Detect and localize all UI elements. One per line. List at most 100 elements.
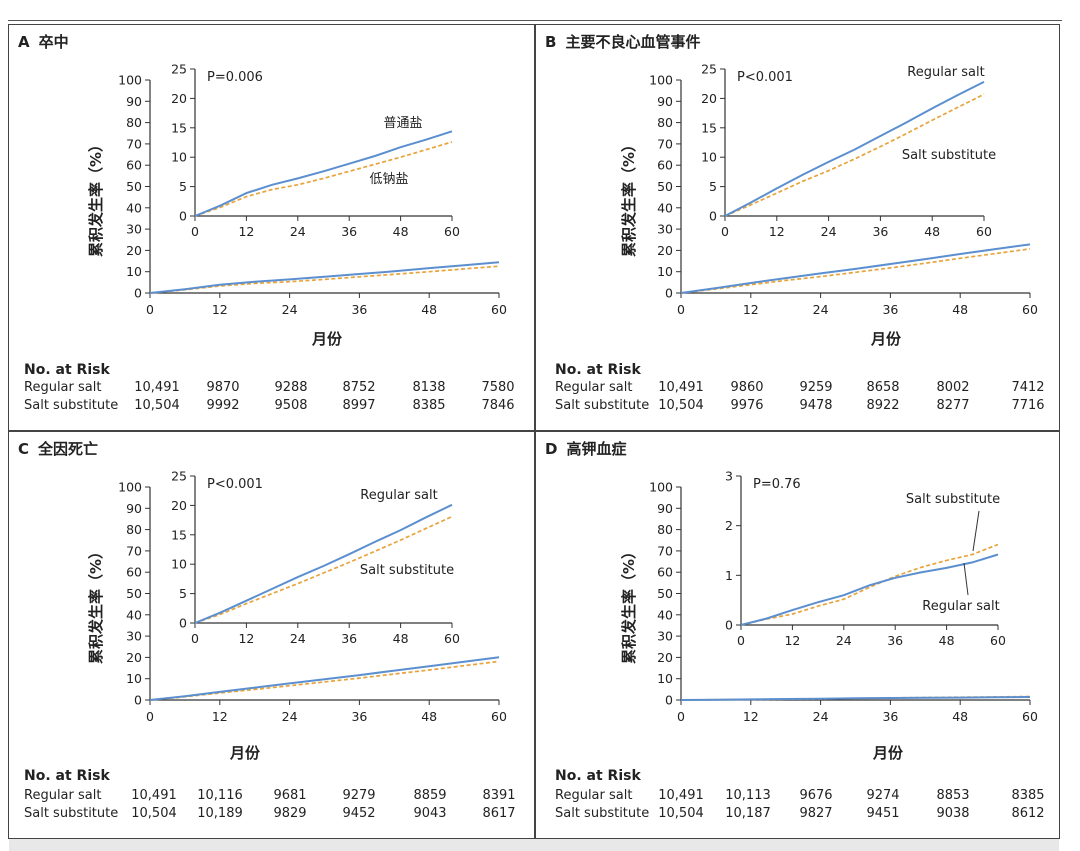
risk-cell: 9452 xyxy=(342,806,375,821)
main-y-tick-label: 40 xyxy=(126,607,142,622)
inset-series-regular-line xyxy=(194,503,453,624)
main-y-tick-label: 70 xyxy=(657,136,673,151)
inset-background xyxy=(195,69,452,216)
main-x-tick-label: 0 xyxy=(677,302,685,317)
main-y-tick-label: 0 xyxy=(134,286,142,301)
inset-x-tick-label: 12 xyxy=(238,224,254,239)
inset-y-tick-label: 25 xyxy=(171,469,187,484)
main-y-tick-label: 70 xyxy=(126,543,142,558)
inset-x-tick-label: 0 xyxy=(721,224,729,239)
main-y-tick-label: 90 xyxy=(657,501,673,516)
y-axis-title: 累积发生率（%） xyxy=(620,137,638,257)
risk-cell: 9288 xyxy=(274,380,307,395)
main-x-tick-label: 60 xyxy=(1022,709,1038,724)
main-y-tick-label: 100 xyxy=(118,480,142,495)
main-y-tick-label: 20 xyxy=(657,243,673,258)
risk-cell: 8997 xyxy=(342,398,375,413)
risk-cell: 10,504 xyxy=(131,806,177,821)
main-x-tick-label: 0 xyxy=(146,302,154,317)
risk-cell: 8658 xyxy=(866,380,899,395)
inset-x-tick-label: 24 xyxy=(836,633,852,648)
panel-title-text: 全因死亡 xyxy=(37,440,98,458)
risk-cell: 10,491 xyxy=(658,380,704,395)
risk-cell: 9681 xyxy=(273,788,306,803)
risk-cell: 10,189 xyxy=(197,806,243,821)
main-x-tick-label: 24 xyxy=(282,302,298,317)
inset-series-substitute-line xyxy=(724,93,985,217)
horizontal-divider xyxy=(8,430,1060,432)
main-y-tick-label: 40 xyxy=(126,200,142,215)
risk-cell: 8002 xyxy=(936,380,969,395)
risk-cell: 8617 xyxy=(482,806,515,821)
inset-y-tick-label: 10 xyxy=(701,150,717,165)
risk-table-header: No. at Risk xyxy=(555,768,641,784)
panel-title: A 卒中 xyxy=(18,33,69,51)
risk-row-label: Salt substitute xyxy=(24,806,118,821)
risk-cell: 8385 xyxy=(412,398,445,413)
inset-x-tick-label: 48 xyxy=(393,224,409,239)
main-y-tick-label: 0 xyxy=(665,286,673,301)
series-label-substitute: Salt substitute xyxy=(902,148,996,163)
inset-background xyxy=(725,69,984,216)
main-y-tick-label: 60 xyxy=(126,565,142,580)
risk-cell: 9976 xyxy=(730,398,763,413)
main-series-regular-line xyxy=(149,656,500,701)
inset-x-tick-label: 48 xyxy=(924,224,940,239)
risk-cell: 8612 xyxy=(1011,806,1044,821)
panel-title-text: 主要不良心血管事件 xyxy=(565,33,700,51)
main-x-tick-label: 48 xyxy=(421,709,437,724)
y-axis-title: 累积发生率（%） xyxy=(620,544,638,664)
main-y-tick-label: 20 xyxy=(657,650,673,665)
main-y-tick-label: 50 xyxy=(657,179,673,194)
panel-title-text: 高钾血症 xyxy=(566,440,626,458)
risk-cell: 8853 xyxy=(936,788,969,803)
main-y-tick-label: 70 xyxy=(657,543,673,558)
risk-row-label: Regular salt xyxy=(24,380,101,395)
inset-series-regular-line xyxy=(724,81,985,217)
inset-y-tick-label: 3 xyxy=(725,469,733,484)
risk-cell: 8391 xyxy=(482,788,515,803)
risk-row-label: Salt substitute xyxy=(555,806,649,821)
inset-x-tick-label: 48 xyxy=(939,633,955,648)
main-x-tick-label: 24 xyxy=(813,302,829,317)
main-y-tick-label: 50 xyxy=(126,179,142,194)
main-x-tick-label: 12 xyxy=(743,302,759,317)
main-x-tick-label: 24 xyxy=(813,709,829,724)
main-y-tick-label: 30 xyxy=(657,629,673,644)
main-y-tick-label: 30 xyxy=(126,222,142,237)
risk-cell: 9043 xyxy=(413,806,446,821)
main-y-tick-label: 90 xyxy=(126,501,142,516)
main-y-tick-label: 70 xyxy=(126,136,142,151)
panel-title: C 全因死亡 xyxy=(18,440,98,458)
risk-cell: 8277 xyxy=(936,398,969,413)
inset-x-tick-label: 0 xyxy=(191,224,199,239)
p-value: P<0.001 xyxy=(737,70,793,85)
inset-series-regular-line xyxy=(194,130,453,217)
risk-cell: 10,504 xyxy=(658,806,704,821)
series-label-substitute: Salt substitute xyxy=(906,492,1000,507)
risk-cell: 8385 xyxy=(1011,788,1044,803)
risk-cell: 7580 xyxy=(481,380,514,395)
inset-x-tick-label: 24 xyxy=(290,631,306,646)
inset-y-tick-label: 0 xyxy=(709,209,717,224)
risk-cell: 10,504 xyxy=(658,398,704,413)
risk-cell: 9038 xyxy=(936,806,969,821)
risk-table-header: No. at Risk xyxy=(24,362,110,378)
inset-y-tick-label: 5 xyxy=(179,179,187,194)
series-label-substitute: 低钠盐 xyxy=(369,172,408,187)
inset-x-tick-label: 24 xyxy=(821,224,837,239)
series-label-regular: Regular salt xyxy=(907,65,984,80)
main-x-tick-label: 48 xyxy=(952,302,968,317)
inset-x-tick-label: 48 xyxy=(393,631,409,646)
inset-y-tick-label: 25 xyxy=(171,62,187,77)
panel-letter: A xyxy=(18,33,30,51)
series-label-regular: 普通盐 xyxy=(383,116,422,131)
risk-table-header: No. at Risk xyxy=(24,768,110,784)
x-axis-title: 月份 xyxy=(870,330,902,348)
inset-x-tick-label: 12 xyxy=(769,224,785,239)
main-y-tick-label: 60 xyxy=(657,158,673,173)
risk-cell: 9870 xyxy=(206,380,239,395)
inset-y-tick-label: 0 xyxy=(725,618,733,633)
